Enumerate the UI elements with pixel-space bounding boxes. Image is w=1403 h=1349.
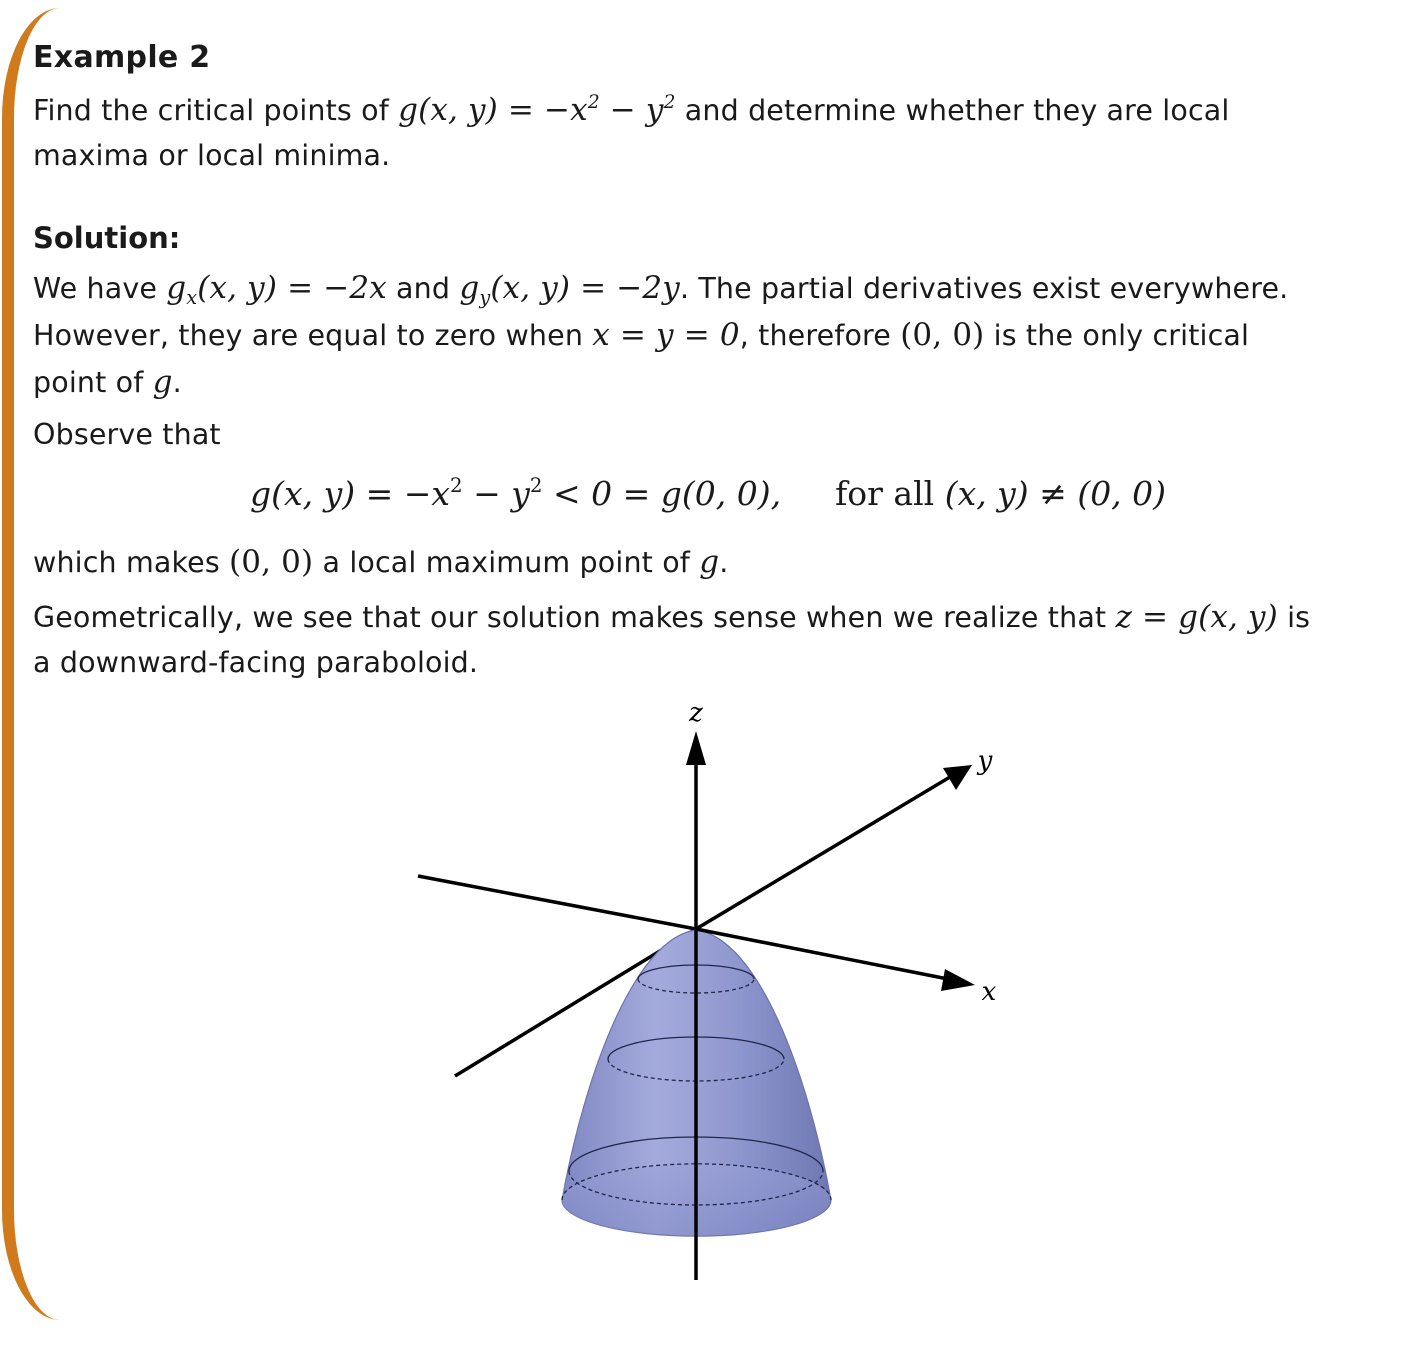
solution-text: . — [172, 366, 182, 399]
function-definition: g(x, y) = −x2 − y2 — [398, 92, 675, 128]
solution-line-1: We have gx(x, y) = −2x and gy(x, y) = −2… — [33, 266, 1288, 311]
solution-text: However, they are equal to zero when — [33, 319, 593, 352]
partial-x: gx(x, y) = −2x — [166, 270, 387, 309]
zero-condition-math: x = y = 0 — [592, 317, 740, 353]
z-axis-arrow — [686, 731, 706, 765]
x-axis-label: x — [982, 977, 997, 1007]
y-axis-arrow — [943, 765, 972, 790]
solution-heading: Solution: — [33, 221, 181, 255]
solution-text: and — [386, 272, 460, 305]
example-title: Example 2 — [33, 40, 211, 75]
conclusion-line: which makes (0, 0) a local maximum point… — [33, 540, 728, 585]
exponent: 2 — [450, 474, 463, 498]
solution-text: a local maximum point of — [313, 546, 700, 579]
x-axis-front — [695, 927, 949, 981]
solution-text: , therefore — [739, 319, 901, 352]
solution-text: is the only critical — [984, 319, 1250, 352]
example-prompt-line-1: Find the critical points of g(x, y) = −x… — [33, 88, 1229, 133]
prompt-text: Find the critical points of — [33, 94, 399, 127]
display-math-c: < 0 = g(0, 0), — [542, 474, 782, 513]
example-prompt-line-2: maxima or local minima. — [33, 139, 391, 172]
level-curve-1-back — [637, 978, 755, 994]
solution-text: which makes — [33, 546, 230, 579]
x-axis-back — [417, 874, 697, 931]
display-for-all: for all — [835, 474, 935, 513]
z-axis-label: z — [688, 698, 703, 728]
display-math-a: g(x, y) = −x — [250, 474, 450, 513]
geometric-line-2: a downward-facing paraboloid. — [33, 646, 479, 679]
solution-text: is — [1277, 601, 1311, 634]
max-point-math: (0, 0) — [229, 544, 314, 580]
solution-line-3: point of g. — [33, 360, 182, 405]
surface-math: z = g(x, y) — [1115, 599, 1278, 635]
card-accent-border — [2, 8, 62, 1320]
partial-x-sub: x — [186, 285, 198, 309]
partial-y: gy(x, y) = −2y — [459, 270, 680, 309]
observe-line: Observe that — [33, 418, 221, 451]
y-axis-front — [695, 775, 951, 931]
solution-text: Geometrically, we see that our solution … — [33, 601, 1116, 634]
partial-x-rest: (x, y) = −2x — [197, 270, 387, 306]
solution-text: . The partial derivatives exist everywhe… — [679, 272, 1289, 305]
g-math: g — [152, 364, 173, 400]
geometric-line-1: Geometrically, we see that our solution … — [33, 595, 1310, 640]
solution-text: point of — [33, 366, 153, 399]
level-curve-3-back — [568, 1170, 824, 1206]
exponent: 2 — [529, 474, 543, 498]
exponent: 2 — [587, 91, 600, 113]
partial-y-sub: y — [479, 285, 491, 309]
paraboloid-figure: z y x — [380, 693, 1020, 1297]
partial-y-rest: (x, y) = −2y — [490, 270, 680, 306]
partial-y-g: g — [459, 270, 480, 306]
solution-text: . — [719, 546, 729, 579]
display-math-d: (x, y) ≠ (0, 0) — [944, 474, 1167, 513]
display-equation: g(x, y) = −x2 − y2 < 0 = g(0, 0), for all… — [250, 474, 1166, 513]
display-math-b: − y — [462, 474, 530, 513]
exponent: 2 — [663, 91, 676, 113]
function-math-a: g(x, y) = −x — [398, 92, 588, 128]
function-math-b: − y — [599, 92, 664, 128]
prompt-text: and determine whether they are local — [675, 94, 1230, 127]
paraboloid-svg: z y x — [417, 698, 997, 1280]
solution-line-2: However, they are equal to zero when x =… — [33, 313, 1249, 358]
base-curve-back — [561, 1163, 832, 1201]
y-axis-label: y — [977, 746, 993, 776]
example-card: Example 2 Find the critical points of g(… — [0, 8, 1403, 1320]
x-axis-arrow — [941, 969, 975, 991]
partial-x-g: g — [166, 270, 187, 306]
critical-point-math: (0, 0) — [900, 317, 985, 353]
g-math: g — [699, 544, 720, 580]
solution-text: We have — [33, 272, 167, 305]
